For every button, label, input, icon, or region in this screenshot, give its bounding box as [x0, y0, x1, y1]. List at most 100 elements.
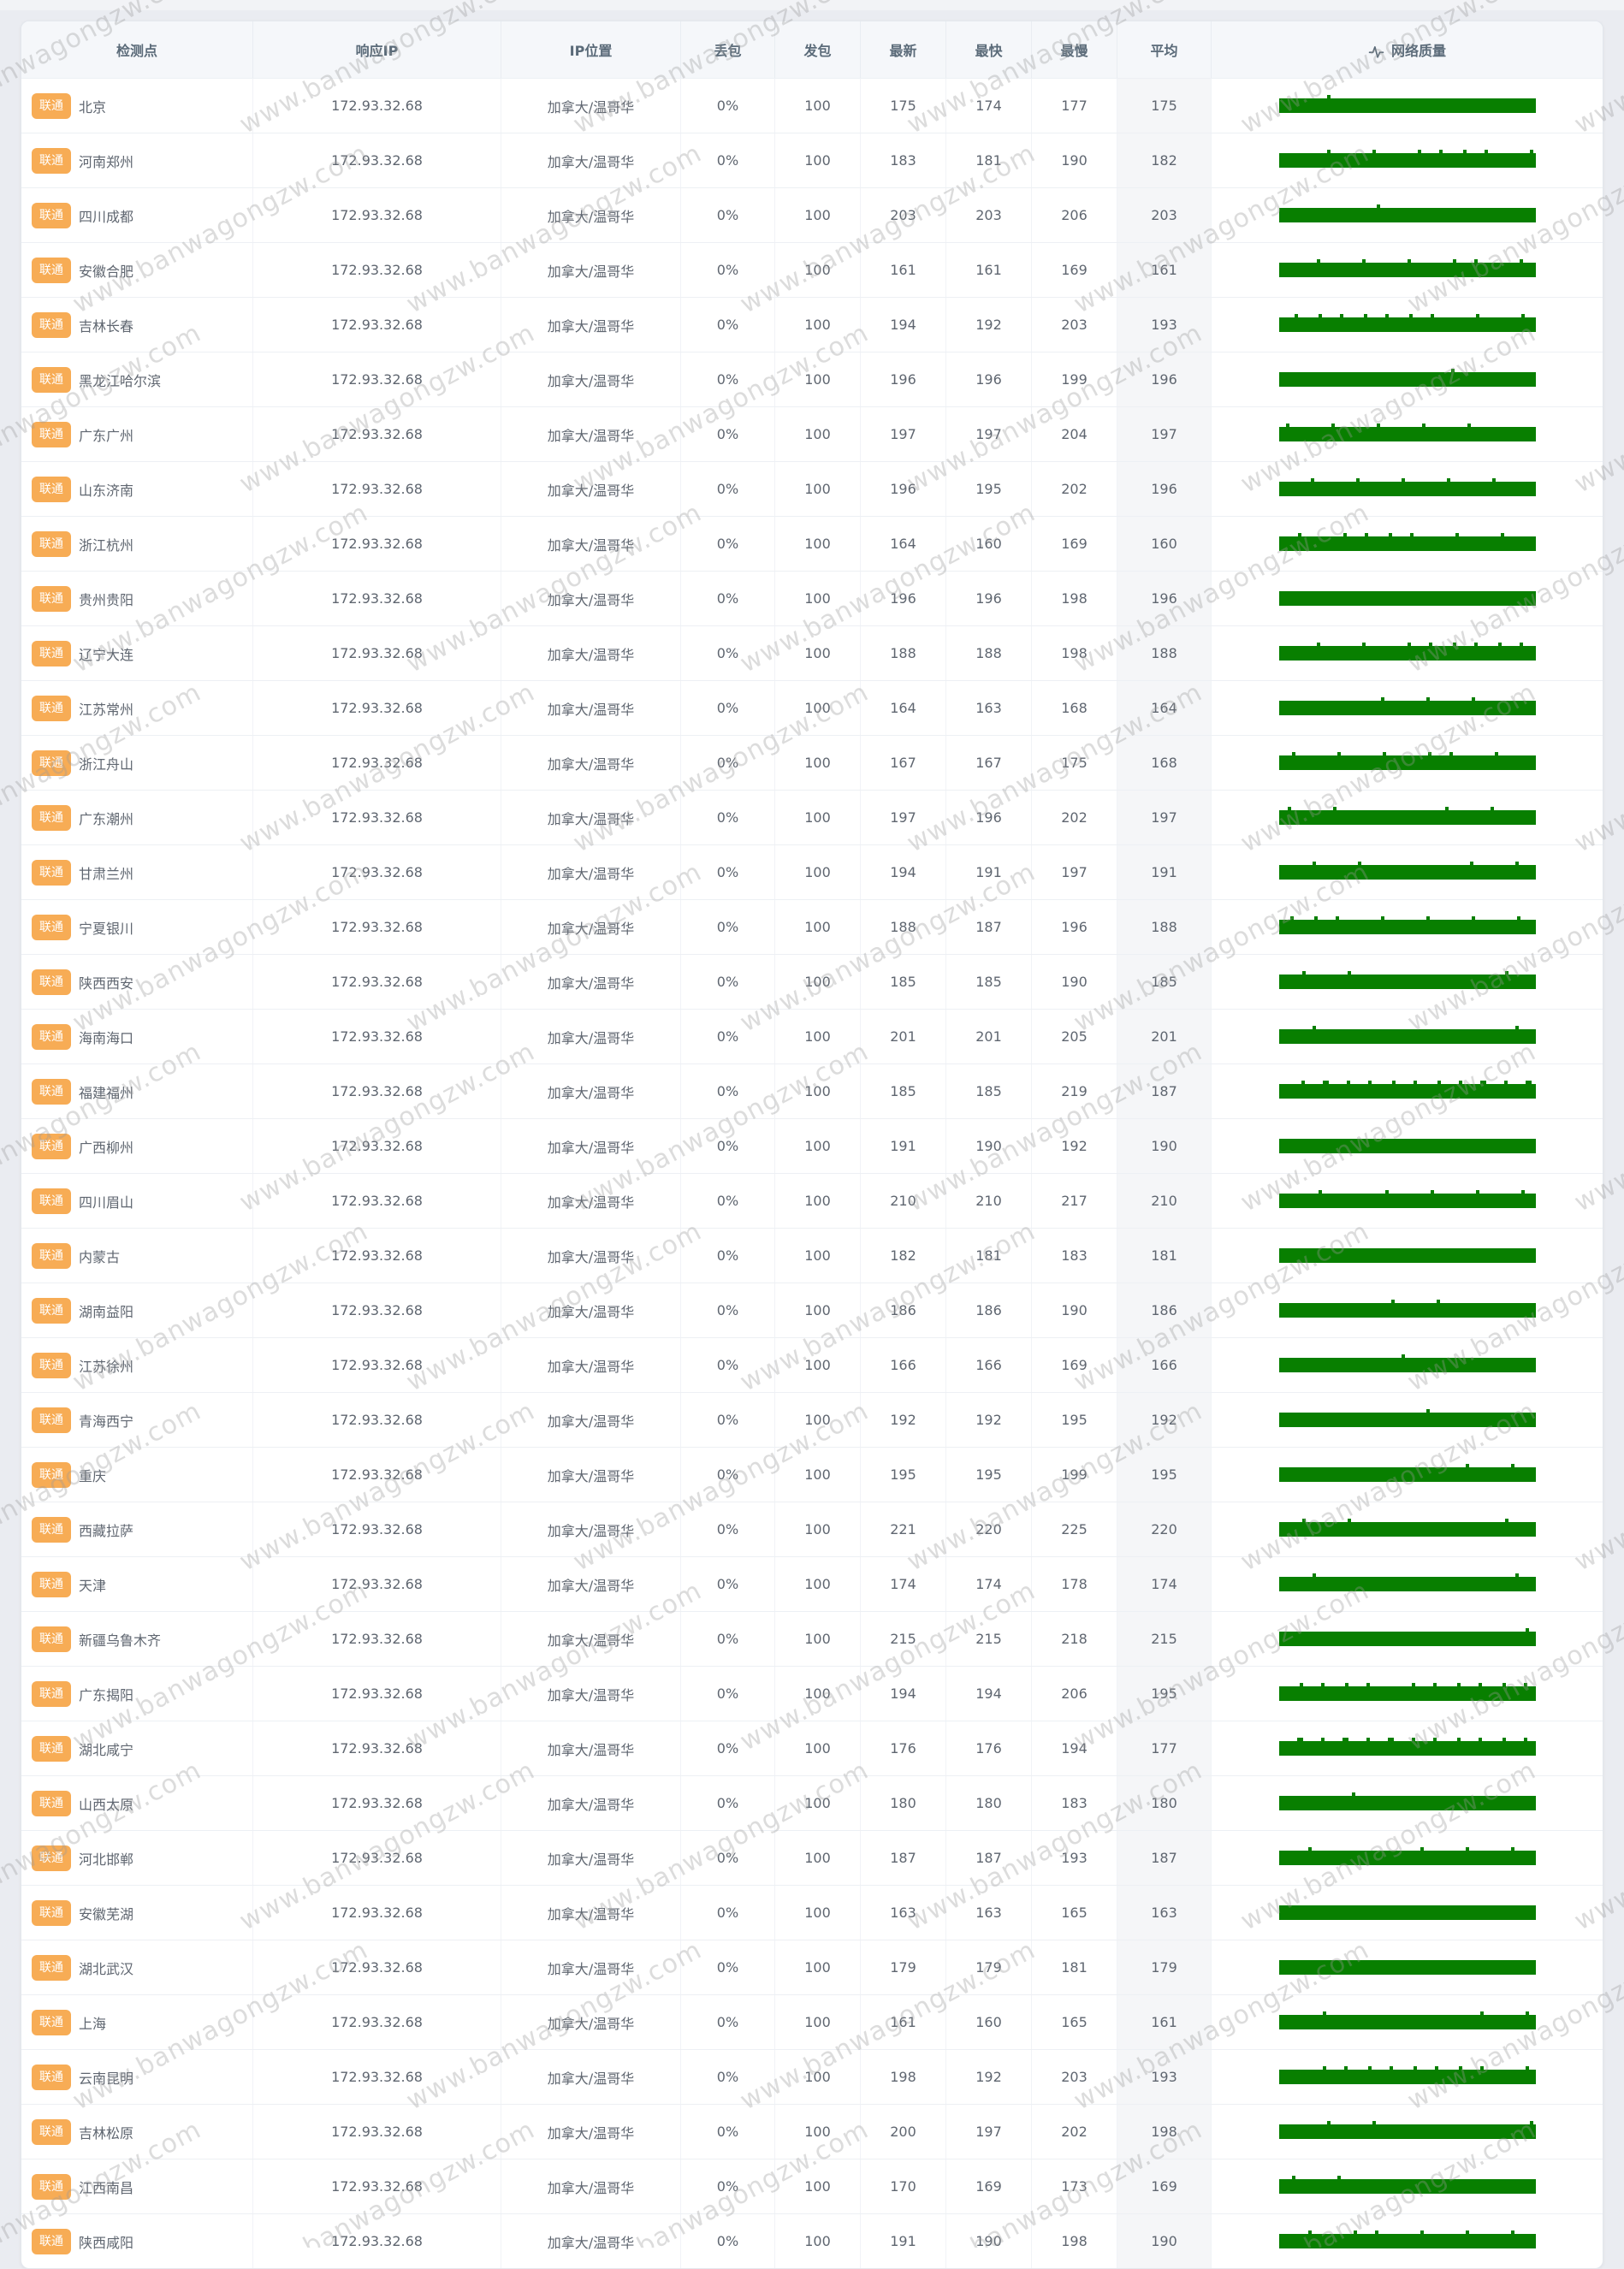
isp-badge: 联通: [32, 640, 71, 666]
quality-bar-tick: [1347, 971, 1351, 975]
quality-bar-tick: [1337, 2176, 1341, 2179]
packets-sent-cell: 100: [774, 1064, 860, 1118]
response-ip-cell: 172.93.32.68: [252, 1721, 501, 1775]
packets-sent-cell: 100: [774, 791, 860, 844]
table-row: 联通 江西南昌 172.93.32.68 加拿大/温哥华 0% 100 170 169 173 1…: [21, 2159, 1603, 2213]
quality-bar-tick: [1411, 1738, 1415, 1741]
average-cell: 196: [1117, 462, 1211, 516]
quality-bar: [1278, 1960, 1536, 1975]
quality-bar-tick: [1380, 697, 1384, 701]
packet-loss-cell: 0%: [680, 1612, 774, 1666]
quality-bar-tick: [1331, 424, 1335, 427]
latest-cell: 161: [860, 1995, 945, 2049]
slowest-cell: 193: [1031, 1831, 1117, 1885]
packets-sent-cell: 100: [774, 1010, 860, 1063]
network-quality-cell: [1211, 1940, 1603, 1994]
packets-sent-cell: 100: [774, 1448, 860, 1502]
ip-location-cell: 加拿大/温哥华: [501, 1721, 680, 1775]
quality-bar: [1278, 1194, 1536, 1208]
quality-bar-tick: [1380, 916, 1384, 920]
activity-pulse-icon: [1368, 44, 1384, 60]
quality-bar-tick: [1519, 259, 1523, 263]
slowest-cell: 181: [1031, 1940, 1117, 1994]
average-cell: 168: [1117, 736, 1211, 790]
table-row: 联通 重庆 172.93.32.68 加拿大/温哥华 0% 100 195 195 199 195: [21, 1447, 1603, 1502]
quality-bar-tick: [1372, 2121, 1376, 2124]
quality-bar-tick: [1529, 150, 1533, 153]
fastest-cell: 163: [945, 1886, 1031, 1940]
latest-cell: 221: [860, 1502, 945, 1556]
quality-bar-tick: [1366, 1738, 1370, 1741]
quality-bar-tick: [1417, 150, 1421, 153]
ip-location-cell: 加拿大/温哥华: [501, 1502, 680, 1556]
node-cell: 联通 江苏徐州: [21, 1338, 252, 1392]
header-fastest: 最快: [945, 21, 1031, 78]
latest-cell: 187: [860, 1831, 945, 1885]
quality-bar-tick: [1491, 478, 1496, 482]
quality-bar-tick: [1516, 916, 1520, 920]
header-network-quality: 网络质量: [1211, 21, 1603, 78]
packets-sent-cell: 100: [774, 1174, 860, 1228]
packet-loss-cell: 0%: [680, 133, 774, 187]
slowest-cell: 183: [1031, 1229, 1117, 1283]
response-ip-cell: 172.93.32.68: [252, 1940, 501, 1994]
table-row: 联通 山西太原 172.93.32.68 加拿大/温哥华 0% 100 180 180 183 1…: [21, 1775, 1603, 1830]
quality-bar-tick: [1364, 533, 1368, 536]
fastest-cell: 160: [945, 1995, 1031, 2049]
quality-bar: [1278, 1029, 1536, 1044]
node-cell: 联通 吉林长春: [21, 298, 252, 352]
ip-location-cell: 加拿大/温哥华: [501, 2050, 680, 2104]
node-cell: 联通 吉林松原: [21, 2105, 252, 2159]
table-row: 联通 天津 172.93.32.68 加拿大/温哥华 0% 100 174 174 178 174: [21, 1556, 1603, 1611]
network-quality-cell: [1211, 1338, 1603, 1392]
quality-bar-wrap: [1278, 643, 1536, 661]
quality-bar-tick: [1449, 752, 1453, 755]
quality-bar-tick: [1465, 1464, 1469, 1467]
average-cell: 191: [1117, 845, 1211, 899]
slowest-cell: 169: [1031, 243, 1117, 297]
response-ip-cell: 172.93.32.68: [252, 1338, 501, 1392]
network-quality-cell: [1211, 188, 1603, 242]
latest-cell: 196: [860, 462, 945, 516]
quality-bar-wrap: [1278, 2230, 1536, 2248]
quality-bar-tick: [1444, 807, 1449, 810]
packet-loss-cell: 0%: [680, 1886, 774, 1940]
quality-bar-tick: [1307, 2230, 1312, 2234]
quality-bar: [1278, 1467, 1536, 1482]
slowest-cell: 198: [1031, 2214, 1117, 2268]
slowest-cell: 219: [1031, 1064, 1117, 1118]
network-quality-cell: [1211, 1721, 1603, 1775]
quality-bar: [1278, 2179, 1536, 2194]
node-cell: 联通 甘肃兰州: [21, 845, 252, 899]
isp-badge: 联通: [32, 1188, 71, 1214]
latest-cell: 192: [860, 1393, 945, 1447]
quality-bar-tick: [1312, 862, 1316, 865]
ip-location-cell: 加拿大/温哥华: [501, 1612, 680, 1666]
average-cell: 188: [1117, 900, 1211, 954]
fastest-cell: 185: [945, 1064, 1031, 1118]
quality-bar-tick: [1301, 1081, 1305, 1084]
packet-loss-cell: 0%: [680, 1283, 774, 1337]
average-cell: 164: [1117, 681, 1211, 735]
node-cell: 联通 安徽芜湖: [21, 1886, 252, 1940]
isp-badge: 联通: [32, 311, 71, 338]
quality-bar-tick: [1361, 643, 1366, 646]
packet-loss-cell: 0%: [680, 1776, 774, 1830]
network-quality-cell: [1211, 243, 1603, 297]
quality-bar-tick: [1299, 1683, 1303, 1686]
quality-bar-tick: [1389, 2066, 1393, 2070]
quality-bar-wrap: [1278, 1905, 1536, 1920]
slowest-cell: 202: [1031, 462, 1117, 516]
average-cell: 169: [1117, 2159, 1211, 2213]
response-ip-cell: 172.93.32.68: [252, 736, 501, 790]
fastest-cell: 181: [945, 133, 1031, 187]
quality-bar-tick: [1312, 1573, 1316, 1577]
table-row: 联通 广西柳州 172.93.32.68 加拿大/温哥华 0% 100 191 190 192 1…: [21, 1118, 1603, 1173]
network-quality-cell: [1211, 1119, 1603, 1173]
network-quality-cell: [1211, 133, 1603, 187]
fastest-cell: 190: [945, 2214, 1031, 2268]
quality-bar-tick: [1500, 533, 1504, 536]
isp-badge: 联通: [32, 530, 71, 557]
latest-cell: 180: [860, 1776, 945, 1830]
table-row: 联通 内蒙古 172.93.32.68 加拿大/温哥华 0% 100 182 181 183 18…: [21, 1228, 1603, 1283]
